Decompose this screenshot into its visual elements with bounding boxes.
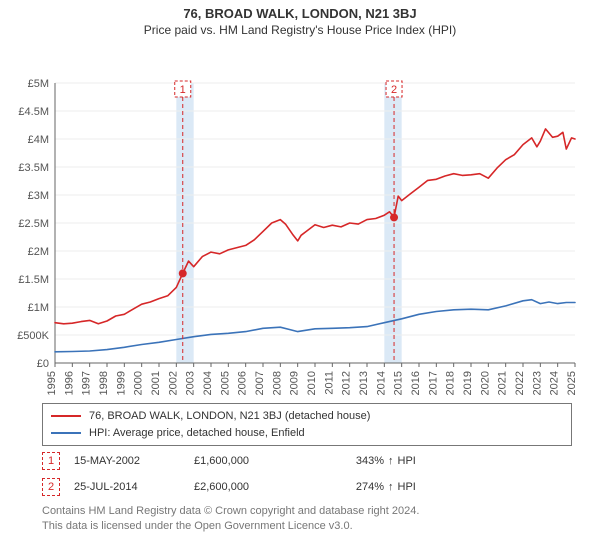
legend-swatch (51, 432, 81, 434)
x-axis-label: 1996 (63, 371, 75, 395)
x-axis-label: 1995 (46, 371, 58, 395)
y-axis-label: £4.5M (18, 106, 49, 118)
y-axis-label: £5M (28, 78, 49, 90)
y-axis-label: £3.5M (18, 162, 49, 174)
sale-marker-box: 2 (42, 478, 60, 496)
x-axis-label: 2008 (271, 371, 283, 395)
legend-item: 76, BROAD WALK, LONDON, N21 3BJ (detache… (51, 408, 563, 425)
sale-row: 1 15-MAY-2002£1,600,000343% ↑ HPI (42, 450, 572, 472)
x-axis-label: 2007 (254, 371, 266, 395)
marker-dot (390, 213, 398, 221)
x-axis-label: 2010 (306, 371, 318, 395)
x-axis-label: 2005 (219, 371, 231, 395)
sale-arrow-icon: ↑ (388, 481, 394, 493)
legend-label: 76, BROAD WALK, LONDON, N21 3BJ (detache… (89, 408, 370, 425)
x-axis-label: 1997 (81, 371, 93, 395)
y-axis-label: £3M (28, 190, 49, 202)
chart-area: £0 £500K £1M £1.5M £2M £2.5M £3M £3.5M £4M £4.5M £… (0, 37, 600, 397)
y-axis-label: £4M (28, 134, 49, 146)
sale-vs-label: HPI (398, 455, 416, 467)
x-axis-label: 2009 (289, 371, 301, 395)
x-axis-label: 2022 (514, 371, 526, 395)
legend: 76, BROAD WALK, LONDON, N21 3BJ (detache… (42, 403, 572, 446)
x-axis-label: 2011 (323, 371, 335, 395)
legend-swatch (51, 415, 81, 417)
sales-table: 1 15-MAY-2002£1,600,000343% ↑ HPI 2 25-JUL-20… (42, 450, 572, 498)
sale-marker-box: 1 (42, 452, 60, 470)
x-axis-label: 2002 (167, 371, 179, 395)
x-axis-label: 2021 (497, 371, 509, 395)
sale-price: £2,600,000 (194, 481, 314, 493)
x-axis-label: 2001 (150, 371, 162, 395)
chart-title: 76, BROAD WALK, LONDON, N21 3BJ (0, 0, 600, 21)
y-axis-label: £1M (28, 302, 49, 314)
sale-vs-label: HPI (398, 481, 416, 493)
sale-arrow-icon: ↑ (388, 455, 394, 467)
x-axis-label: 2012 (341, 371, 353, 395)
x-axis-label: 2020 (479, 371, 491, 395)
sale-hpi-pct: 274% (314, 481, 384, 493)
x-axis-label: 2018 (445, 371, 457, 395)
marker-label: 1 (180, 84, 186, 96)
sale-row: 2 25-JUL-2014£2,600,000274% ↑ HPI (42, 476, 572, 498)
x-axis-label: 2003 (185, 371, 197, 395)
x-axis-label: 1998 (98, 371, 110, 395)
x-axis-label: 2025 (566, 371, 578, 395)
marker-label: 2 (391, 84, 397, 96)
x-axis-label: 2004 (202, 371, 214, 395)
y-axis-label: £0 (37, 358, 49, 370)
sale-date: 25-JUL-2014 (74, 481, 194, 493)
legend-item: HPI: Average price, detached house, Enfi… (51, 425, 563, 442)
sale-price: £1,600,000 (194, 455, 314, 467)
chart-subtitle: Price paid vs. HM Land Registry's House … (0, 21, 600, 37)
y-axis-label: £500K (17, 330, 49, 342)
y-axis-label: £2.5M (18, 218, 49, 230)
x-axis-label: 2024 (549, 371, 561, 395)
footer-line-2: This data is licensed under the Open Gov… (42, 519, 572, 534)
y-axis-label: £1.5M (18, 274, 49, 286)
x-axis-label: 2015 (393, 371, 405, 395)
footer-line-1: Contains HM Land Registry data © Crown c… (42, 504, 572, 519)
x-axis-label: 2016 (410, 371, 422, 395)
x-axis-label: 2023 (531, 371, 543, 395)
x-axis-label: 2019 (462, 371, 474, 395)
legend-label: HPI: Average price, detached house, Enfi… (89, 425, 305, 442)
footer-text: Contains HM Land Registry data © Crown c… (42, 504, 572, 540)
x-axis-label: 2006 (237, 371, 249, 395)
x-axis-label: 2014 (375, 371, 387, 395)
x-axis-label: 2017 (427, 371, 439, 395)
line-chart: £0 £500K £1M £1.5M £2M £2.5M £3M £3.5M £4M £4.5M £… (0, 37, 600, 397)
sale-date: 15-MAY-2002 (74, 455, 194, 467)
x-axis-label: 2000 (133, 371, 145, 395)
x-axis-label: 1999 (115, 371, 127, 395)
sale-hpi-pct: 343% (314, 455, 384, 467)
y-axis-label: £2M (28, 246, 49, 258)
x-axis-label: 2013 (358, 371, 370, 395)
marker-dot (179, 269, 187, 277)
